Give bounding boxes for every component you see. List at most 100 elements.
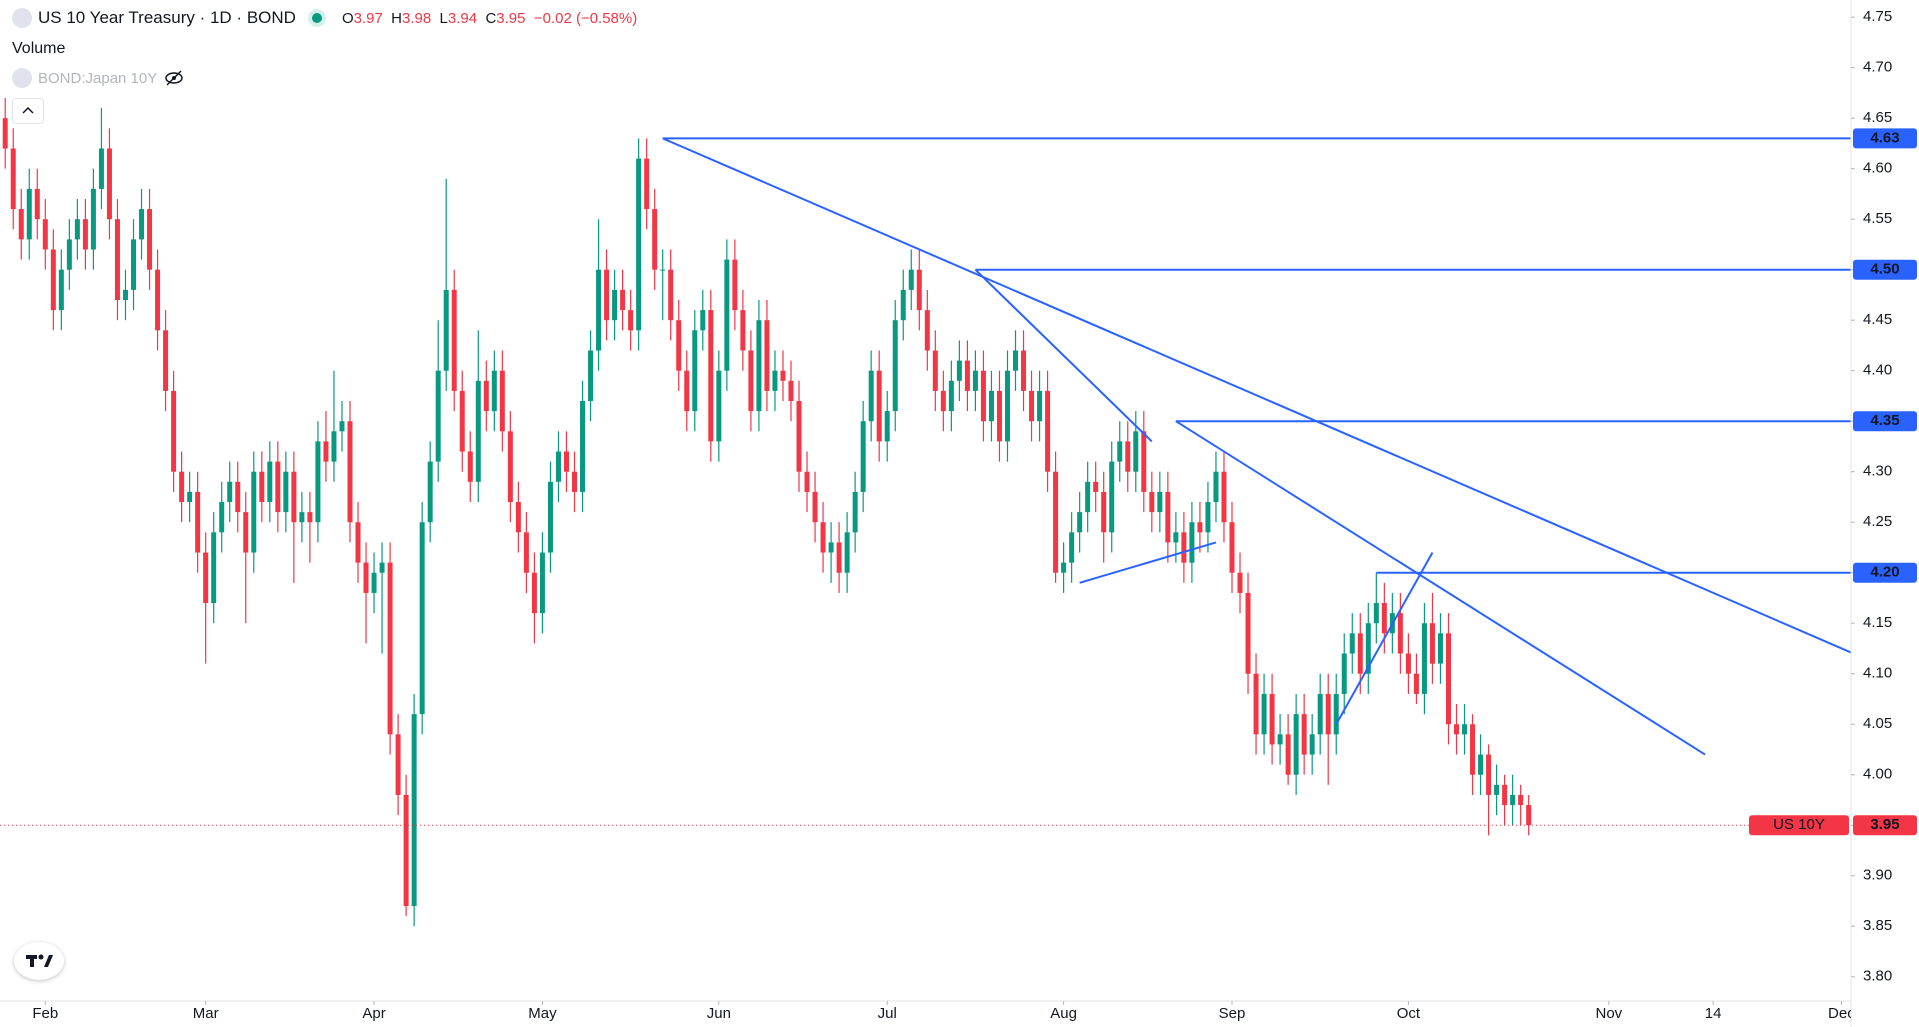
candle-body bbox=[275, 461, 281, 513]
y-tick-label: 4.75 bbox=[1863, 8, 1892, 25]
candle-body bbox=[1494, 784, 1500, 795]
candle-body bbox=[1045, 390, 1051, 472]
candle-body bbox=[355, 522, 361, 563]
candle-body bbox=[892, 320, 898, 412]
candle-body bbox=[1357, 633, 1363, 674]
candle-body bbox=[660, 269, 666, 271]
market-status bbox=[311, 13, 322, 23]
candle-body bbox=[315, 441, 321, 523]
candle-body bbox=[908, 269, 914, 290]
x-tick-label: Sep bbox=[1219, 1005, 1246, 1022]
x-tick-label: May bbox=[528, 1005, 557, 1022]
collapse-button[interactable] bbox=[12, 98, 44, 124]
candle-body bbox=[451, 289, 457, 391]
symbol-tag-bg bbox=[1749, 815, 1849, 836]
y-tick-label: 4.25 bbox=[1863, 513, 1892, 530]
candle-body bbox=[1285, 734, 1291, 775]
candle-body bbox=[1518, 794, 1524, 806]
close-value: 3.95 bbox=[496, 9, 526, 27]
time-axis-panel bbox=[0, 1001, 1851, 1027]
candle-body bbox=[852, 491, 858, 533]
candle-body bbox=[1437, 633, 1443, 664]
candle-body bbox=[1021, 350, 1027, 391]
candle-body bbox=[1205, 502, 1211, 533]
candle-body bbox=[491, 370, 497, 412]
candle-body bbox=[1157, 491, 1163, 513]
candle-body bbox=[1013, 350, 1019, 371]
candle-body bbox=[82, 219, 88, 250]
candle-body bbox=[812, 491, 818, 523]
candle-body bbox=[1397, 613, 1403, 654]
candle-body bbox=[459, 390, 465, 452]
candle-body bbox=[467, 451, 473, 482]
candle-body bbox=[539, 552, 545, 614]
candle-body bbox=[114, 219, 120, 300]
candle-body bbox=[1421, 623, 1427, 694]
y-tick-label: 3.90 bbox=[1863, 867, 1892, 884]
candle-body bbox=[1181, 532, 1187, 563]
change-value: −0.02 (−0.58%) bbox=[533, 9, 638, 27]
candle-body bbox=[547, 481, 553, 553]
candle-body bbox=[1229, 522, 1235, 573]
candle-body bbox=[1197, 522, 1203, 533]
candle-body bbox=[1101, 491, 1107, 533]
candle-body bbox=[483, 380, 489, 412]
candle-body bbox=[1502, 784, 1508, 806]
candle-body bbox=[171, 390, 177, 472]
legend-header: US 10 Year Treasury · 1D · BOND O3.97 H3… bbox=[12, 8, 637, 28]
candle-body bbox=[211, 532, 217, 604]
price-tag-label: 4.20 bbox=[1870, 564, 1899, 581]
x-tick-label: Aug bbox=[1050, 1005, 1077, 1022]
candle-body bbox=[347, 421, 353, 523]
candle-body bbox=[1526, 805, 1532, 826]
candle-body bbox=[1445, 633, 1451, 725]
candle-body bbox=[403, 794, 409, 907]
candle-body bbox=[596, 269, 602, 351]
y-tick-label: 4.70 bbox=[1863, 59, 1892, 76]
high-label: H bbox=[391, 9, 402, 27]
open-label: O bbox=[341, 9, 354, 27]
candle-body bbox=[139, 209, 145, 240]
candle-body bbox=[515, 502, 521, 533]
candle-body bbox=[1381, 603, 1387, 634]
trend-line bbox=[1335, 552, 1434, 725]
candle-body bbox=[988, 390, 994, 422]
candle-body bbox=[748, 350, 754, 412]
trend-line bbox=[662, 137, 1854, 655]
candle-body bbox=[884, 411, 890, 442]
x-tick-label: Apr bbox=[362, 1005, 385, 1022]
candle-body bbox=[820, 522, 826, 553]
candle-body bbox=[668, 269, 674, 321]
candle-body bbox=[708, 310, 714, 442]
candle-body bbox=[74, 219, 80, 240]
candle-body bbox=[339, 421, 345, 432]
trend-line bbox=[974, 268, 1153, 443]
compare-row: BOND:Japan 10Y bbox=[12, 68, 185, 88]
candle-body bbox=[443, 289, 449, 371]
symbol-title[interactable]: US 10 Year Treasury · 1D · BOND bbox=[38, 8, 296, 27]
low-label: L bbox=[439, 9, 448, 27]
candle-body bbox=[555, 451, 561, 482]
candle-body bbox=[1261, 693, 1267, 735]
candle-body bbox=[1141, 431, 1147, 492]
hidden-eye-icon[interactable] bbox=[163, 69, 185, 87]
symbol-tag-label: US 10Y bbox=[1773, 816, 1825, 833]
compare-symbol[interactable]: BOND:Japan 10Y bbox=[38, 69, 158, 87]
candle-body bbox=[588, 350, 594, 402]
tradingview-logo[interactable] bbox=[14, 942, 64, 980]
candle-body bbox=[844, 532, 850, 573]
x-tick-label: Mar bbox=[193, 1005, 219, 1022]
candle-body bbox=[1341, 653, 1347, 694]
candle-body bbox=[652, 209, 658, 270]
candle-body bbox=[34, 188, 40, 220]
candle-body bbox=[1486, 754, 1492, 795]
candle-body bbox=[1462, 724, 1468, 735]
candle-body bbox=[580, 401, 586, 492]
candle-body bbox=[2, 118, 8, 149]
candle-body bbox=[419, 522, 425, 715]
volume-label[interactable]: Volume bbox=[12, 40, 66, 57]
price-tag-bg bbox=[1853, 562, 1917, 583]
candle-body bbox=[932, 350, 938, 391]
candle-body bbox=[1317, 693, 1323, 735]
candle-body bbox=[299, 512, 305, 523]
